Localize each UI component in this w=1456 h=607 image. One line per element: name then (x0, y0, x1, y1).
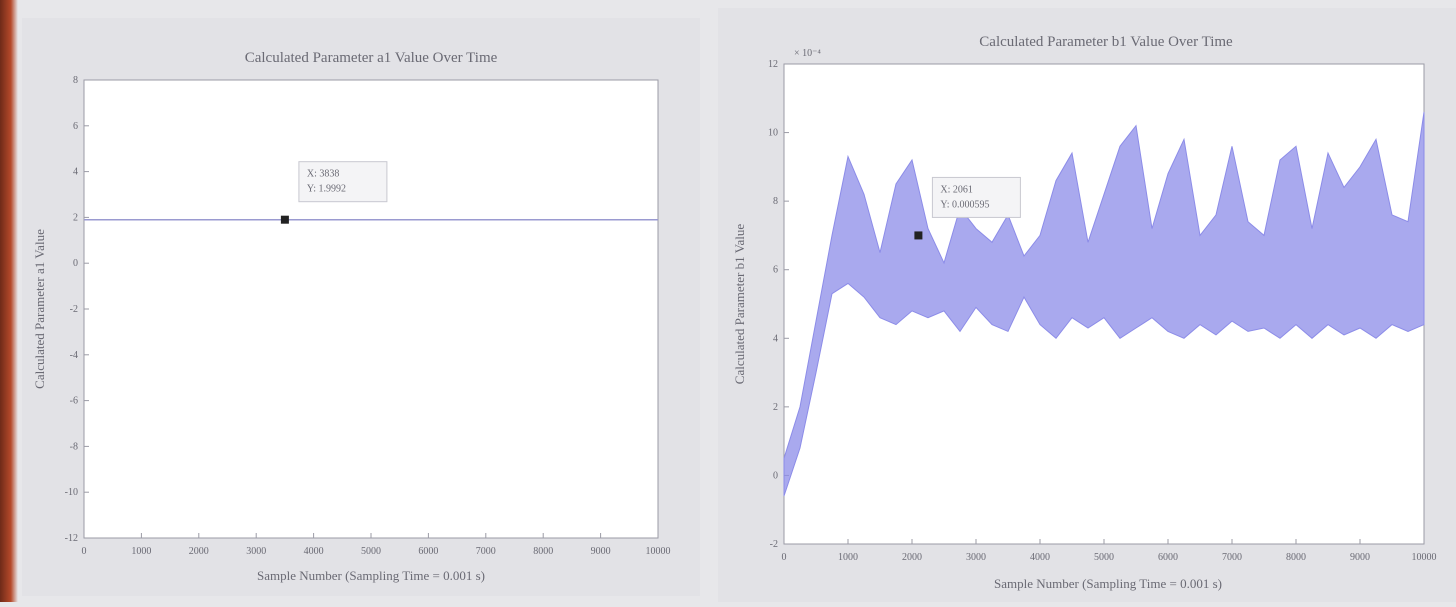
datatip-a1: X: 3838 Y: 1.9992 (280, 161, 388, 224)
y-tick-label: 10 (768, 128, 778, 139)
y-tick-label: -2 (70, 304, 78, 315)
x-axis-label-a1: Sample Number (Sampling Time = 0.001 s) (257, 568, 485, 583)
x-tick-label: 2000 (902, 552, 922, 563)
datatip-line: Y: 0.000595 (940, 199, 989, 210)
y-tick-label: -4 (70, 350, 78, 361)
y-tick-label: 8 (73, 75, 78, 86)
datatip-b1: X: 2061 Y: 0.000595 (914, 176, 1021, 240)
projector-screen-edge (0, 0, 18, 602)
series-band-b1 (783, 111, 1425, 497)
datatip-box-b1 (931, 176, 1021, 218)
series-b1 (783, 111, 1425, 497)
x-tick-label: 6000 (1158, 552, 1178, 563)
y-tick-label: -8 (70, 441, 78, 452)
y-ticks-a1: -12 -10 -8 -6 -4 -2 0 2 4 6 8 (65, 75, 89, 544)
x-tick-label: 10000 (1412, 552, 1437, 563)
y-tick-label: 2 (773, 402, 778, 413)
x-tick-label: 6000 (418, 546, 438, 557)
chart-b1-svg: Calculated Parameter b1 Value Over Time … (732, 34, 1437, 591)
y-axis-label-a1: Calculated Parameter a1 Value (32, 229, 47, 389)
x-tick-label: 1000 (131, 546, 151, 557)
y-tick-label: 0 (773, 470, 778, 481)
x-ticks-a1: 0 1000 2000 3000 4000 5000 6000 7000 8000 9000 100… (82, 533, 671, 557)
chart-a1-svg: Calculated Parameter a1 Value Over Time … (32, 50, 671, 583)
figure-b1: Calculated Parameter b1 Value Over Time … (718, 8, 1456, 602)
x-tick-label: 0 (82, 546, 87, 557)
y-tick-label: 6 (773, 265, 778, 276)
y-tick-label: -10 (65, 487, 78, 498)
x-tick-label: 4000 (1030, 552, 1050, 563)
x-tick-label: 5000 (361, 546, 381, 557)
plot-area-a1 (83, 79, 659, 539)
x-tick-label: 2000 (189, 546, 209, 557)
y-tick-label: 0 (73, 258, 78, 269)
y-tick-label: -6 (70, 396, 78, 407)
x-tick-label: 7000 (476, 546, 496, 557)
x-tick-label: 3000 (966, 552, 986, 563)
x-tick-label: 5000 (1094, 552, 1114, 563)
y-tick-label: -12 (65, 533, 78, 544)
y-ticks-b1: -2 0 2 4 6 8 10 12 (768, 59, 789, 550)
datatip-line: Y: 1.9992 (307, 184, 346, 195)
x-tick-label: 3000 (246, 546, 266, 557)
y-tick-label: 4 (773, 333, 778, 344)
x-tick-label: 9000 (1350, 552, 1370, 563)
figure-a1: Calculated Parameter a1 Value Over Time … (22, 18, 700, 596)
y-tick-label: 6 (73, 121, 78, 132)
chart-title-b1: Calculated Parameter b1 Value Over Time (979, 34, 1233, 50)
x-tick-label: 9000 (591, 546, 611, 557)
datatip-box-a1 (298, 161, 388, 203)
x-axis-label-b1: Sample Number (Sampling Time = 0.001 s) (994, 576, 1222, 591)
x-tick-label: 4000 (304, 546, 324, 557)
x-tick-label: 10000 (646, 546, 671, 557)
datatip-marker-a1[interactable] (280, 215, 289, 224)
x-tick-label: 1000 (838, 552, 858, 563)
x-ticks-b1: 0 1000 2000 3000 4000 5000 6000 7000 8000 9000 100… (782, 539, 1437, 563)
x-tick-label: 0 (782, 552, 787, 563)
x-tick-label: 8000 (533, 546, 553, 557)
y-tick-label: 2 (73, 212, 78, 223)
datatip-line: X: 3838 (307, 169, 340, 180)
x-tick-label: 8000 (1286, 552, 1306, 563)
x-tick-label: 7000 (1222, 552, 1242, 563)
y-tick-label: 4 (73, 167, 78, 178)
y-axis-label-b1: Calculated Parameter b1 Value (732, 224, 747, 385)
y-tick-label: -2 (770, 539, 778, 550)
datatip-marker-b1[interactable] (914, 231, 923, 240)
chart-title-a1: Calculated Parameter a1 Value Over Time (245, 50, 498, 66)
y-tick-label: 12 (768, 59, 778, 70)
y-tick-label: 8 (773, 196, 778, 207)
datatip-line: X: 2061 (940, 184, 973, 195)
y-exponent-label-b1: × 10⁻⁴ (794, 48, 821, 59)
